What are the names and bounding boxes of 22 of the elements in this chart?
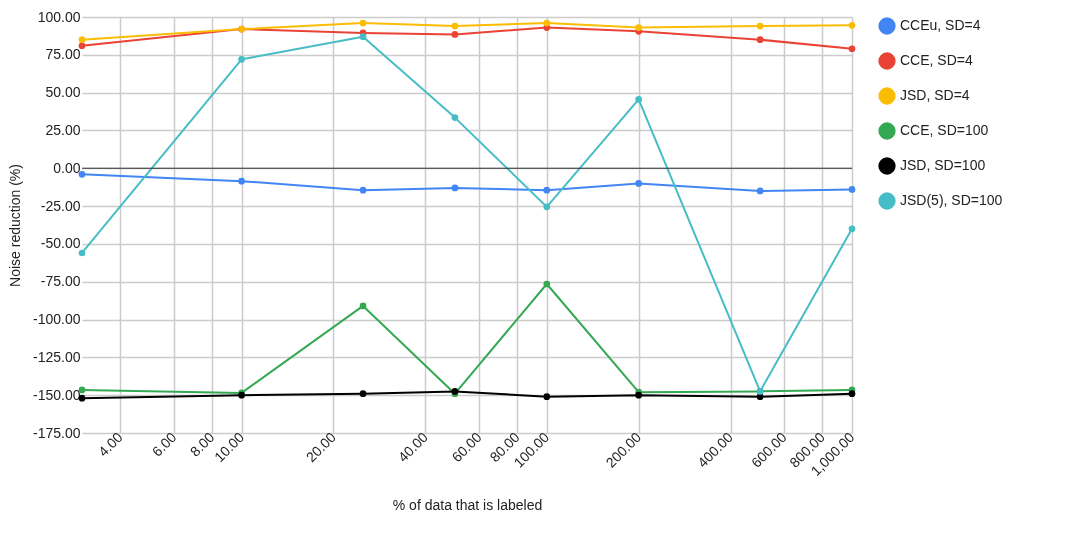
y-tick-label: -150.00 [33,386,81,403]
legend-label: CCE, SD=4 [900,52,973,68]
legend-label: JSD(5), SD=100 [900,192,1003,208]
y-tick-label: 25.00 [45,121,81,138]
y-tick-label: -75.00 [40,273,81,290]
legend-label: CCE, SD=100 [900,122,989,138]
x-tick-label: 4.00 [95,428,126,460]
y-tick-label: 0.00 [53,159,81,176]
y-tick-label: -25.00 [40,197,81,214]
y-tick-label: 100.00 [37,8,81,25]
y-tick-label: 50.00 [45,84,81,101]
y-tick-label: -125.00 [33,348,81,365]
legend-label: CCEu, SD=4 [900,17,981,33]
y-axis-title: Noise reduction (%) [7,164,24,287]
y-tick-label: -100.00 [33,311,81,328]
x-tick-label: 6.00 [148,428,180,460]
y-tick-label: -175.00 [33,424,81,441]
x-axis-title: % of data that is labeled [392,496,543,513]
legend-label: JSD, SD=4 [900,87,970,103]
y-tick-label: -50.00 [40,235,81,252]
y-tick-label: 75.00 [45,46,81,63]
legend-label: JSD, SD=100 [900,157,986,173]
